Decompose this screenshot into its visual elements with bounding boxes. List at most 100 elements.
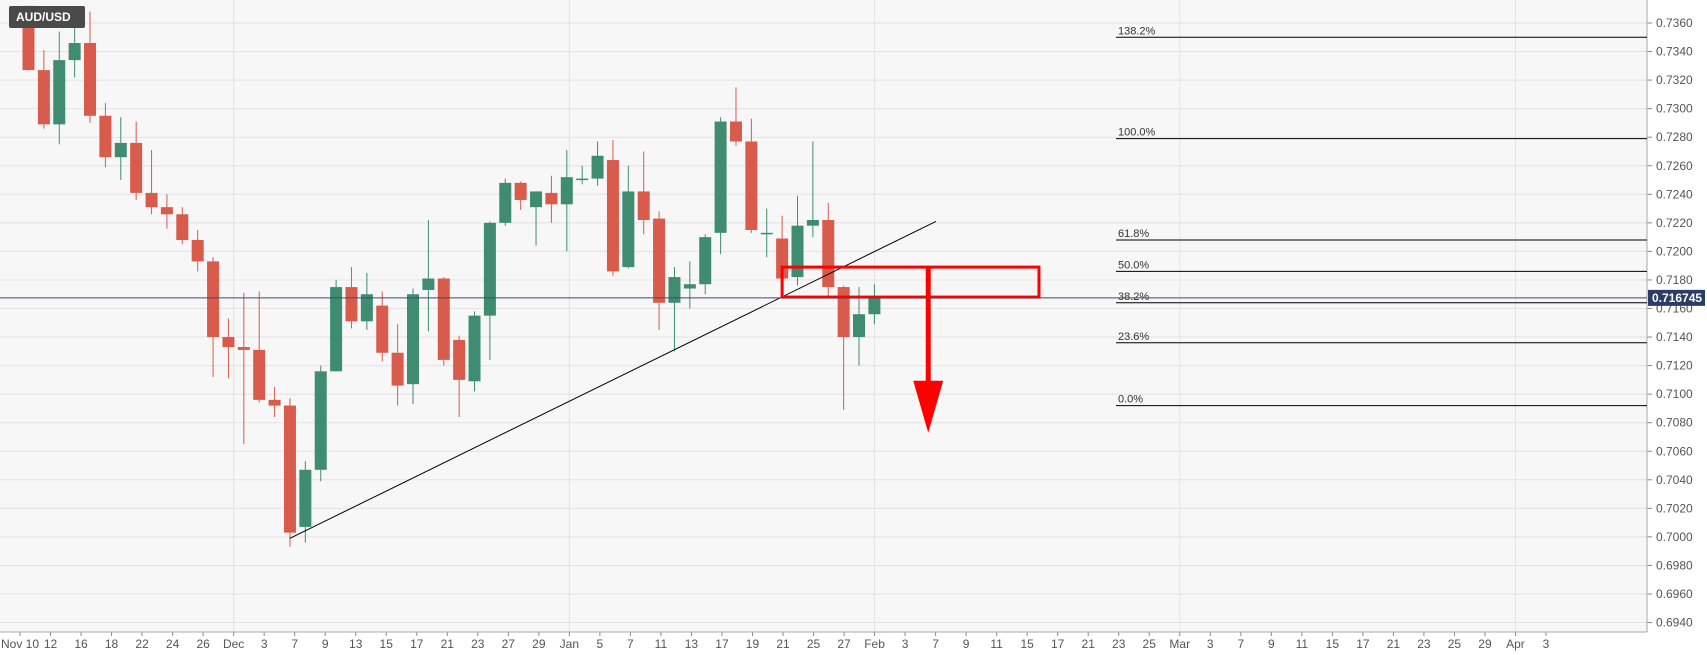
- x-tick-label: 23: [1417, 637, 1431, 651]
- candle-body: [84, 42, 97, 116]
- x-tick-label: 5: [597, 637, 604, 651]
- x-tick-label: 9: [322, 637, 329, 651]
- x-tick-label: 22: [135, 637, 149, 651]
- candle-body: [160, 207, 173, 215]
- x-tick-label: Apr: [1506, 637, 1525, 651]
- fib-level-label: 38.2%: [1118, 291, 1149, 303]
- current-price-label: 0.716745: [1652, 291, 1702, 305]
- candle-body: [222, 337, 235, 348]
- y-tick-label: 0.6960: [1656, 587, 1693, 601]
- candle-body: [853, 314, 866, 338]
- x-tick-label: 16: [74, 637, 88, 651]
- y-tick-label: 0.7180: [1656, 273, 1693, 287]
- x-tick-label: 15: [1020, 637, 1034, 651]
- candle-body: [683, 284, 696, 289]
- y-tick-label: 0.7040: [1656, 473, 1693, 487]
- candle-body: [453, 339, 466, 380]
- x-tick-label: 21: [1082, 637, 1096, 651]
- y-tick-label: 0.7360: [1656, 16, 1693, 30]
- candle-body: [207, 261, 220, 338]
- candle-body: [130, 142, 143, 193]
- y-tick-label: 0.7120: [1656, 359, 1693, 373]
- y-tick-label: 0.7200: [1656, 244, 1693, 258]
- x-tick-label: 25: [1143, 637, 1157, 651]
- x-tick-label: 15: [1326, 637, 1340, 651]
- candle-body: [330, 287, 343, 372]
- candle-body: [499, 182, 512, 223]
- x-tick-label: 21: [441, 637, 455, 651]
- candle-body: [729, 121, 742, 142]
- y-tick-label: 0.7320: [1656, 73, 1693, 87]
- y-tick-label: 0.7240: [1656, 187, 1693, 201]
- support-trendline: [289, 220, 937, 539]
- fib-level-label: 100.0%: [1118, 127, 1156, 139]
- x-tick-label: 3: [1543, 637, 1550, 651]
- candle-body: [622, 191, 635, 268]
- candle-body: [837, 287, 850, 338]
- x-tick-label: 13: [685, 637, 699, 651]
- candle-body: [483, 222, 496, 316]
- candle-body: [407, 294, 419, 385]
- candle-body: [637, 191, 650, 220]
- x-tick-label: 25: [807, 637, 821, 651]
- x-tick-label: 15: [380, 637, 394, 651]
- y-tick-label: 0.7340: [1656, 45, 1693, 59]
- candle-body: [114, 142, 127, 158]
- candle-body: [360, 294, 373, 322]
- x-tick-label: 7: [627, 637, 634, 651]
- x-tick-label: 7: [291, 637, 298, 651]
- candle-body: [422, 278, 435, 290]
- y-tick-label: 0.7080: [1656, 416, 1693, 430]
- y-tick-label: 0.7220: [1656, 216, 1693, 230]
- candle-body: [237, 347, 250, 350]
- x-tick-label: 13: [349, 637, 363, 651]
- x-tick-label: 3: [902, 637, 909, 651]
- candle-body: [791, 225, 804, 278]
- candle-body: [714, 121, 727, 233]
- candle-body: [606, 160, 619, 272]
- candle-body: [299, 469, 312, 527]
- x-tick-label: 23: [1112, 637, 1126, 651]
- y-tick-label: 0.7060: [1656, 444, 1693, 458]
- x-tick-label: 21: [776, 637, 790, 651]
- candle-body: [822, 219, 835, 288]
- x-tick-label: 25: [1448, 637, 1462, 651]
- fib-level-label: 0.0%: [1118, 394, 1143, 406]
- candle-body: [53, 60, 66, 125]
- candle-body: [653, 218, 666, 303]
- x-tick-label: 23: [471, 637, 485, 651]
- x-tick-label: 3: [261, 637, 268, 651]
- current-price-badge: [1648, 289, 1705, 306]
- symbol-label: AUD/USD: [16, 10, 71, 24]
- candle-body: [314, 371, 327, 470]
- x-tick-label: Dec: [223, 637, 244, 651]
- x-tick-label: 29: [1478, 637, 1492, 651]
- x-tick-label: 17: [715, 637, 729, 651]
- fib-level-label: 61.8%: [1118, 228, 1149, 240]
- candle-body: [591, 155, 604, 179]
- candle-body: [760, 232, 773, 235]
- x-tick-label: 17: [410, 637, 424, 651]
- candle-body: [868, 298, 881, 315]
- candle-body: [376, 305, 389, 353]
- x-tick-label: 12: [44, 637, 58, 651]
- x-tick-label: 11: [655, 637, 668, 651]
- x-tick-label: Feb: [864, 637, 885, 651]
- y-tick-label: 0.7100: [1656, 387, 1693, 401]
- candle-body: [545, 192, 558, 205]
- candle-body: [283, 405, 296, 533]
- x-tick-label: 7: [1237, 637, 1244, 651]
- x-tick-label: 27: [502, 637, 516, 651]
- x-tick-label: 19: [746, 637, 760, 651]
- y-tick-label: 0.7000: [1656, 530, 1693, 544]
- candle-body: [668, 277, 681, 303]
- x-tick-label: 27: [837, 637, 851, 651]
- candle-body: [145, 192, 158, 208]
- candle-body: [345, 287, 358, 322]
- candle-body: [806, 219, 819, 226]
- symbol-badge: [9, 6, 85, 28]
- fib-level-label: 23.6%: [1118, 331, 1149, 343]
- candle-body: [437, 278, 450, 360]
